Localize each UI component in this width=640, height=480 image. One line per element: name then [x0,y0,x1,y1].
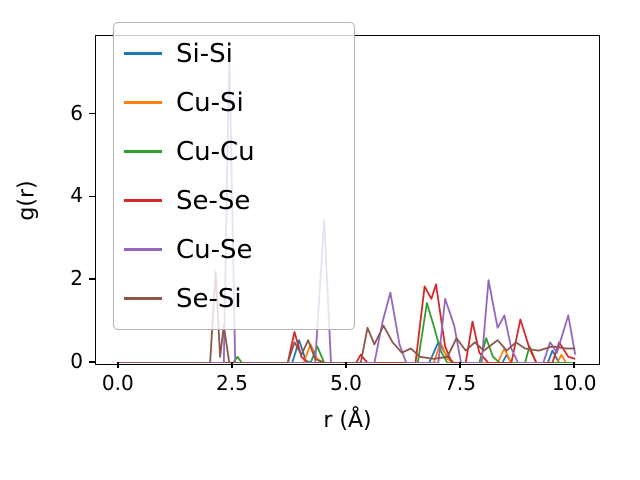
legend-label: Se-Si [176,283,242,314]
x-tick-label: 2.5 [216,371,248,395]
series-line-se-si [118,271,576,363]
series-line-cu-si [118,341,576,363]
x-tick [573,362,575,368]
x-tick-label: 7.5 [444,371,476,395]
legend-item-cu-si: Cu-Si [124,80,344,126]
legend-line-swatch [124,296,162,301]
legend-label: Cu-Si [176,87,244,118]
y-tick-label: 2 [70,266,83,291]
x-tick [117,362,119,368]
legend-label: Se-Se [176,185,251,216]
legend-item-se-se: Se-Se [124,178,344,224]
x-tick-label: 5.0 [330,371,362,395]
x-tick [231,362,233,368]
legend-item-se-si: Se-Si [124,276,344,322]
legend-line-swatch [124,247,162,252]
y-tick [89,112,95,115]
legend-item-cu-cu: Cu-Cu [124,129,344,175]
y-tick-label: 4 [70,183,83,208]
legend-item-si-si: Si-Si [124,31,344,77]
y-tick-label: 6 [70,100,83,125]
x-tick [459,362,461,368]
x-tick [345,362,347,368]
legend-line-swatch [124,100,162,105]
legend-label: Cu-Se [176,234,253,265]
legend-item-cu-se: Cu-Se [124,227,344,273]
y-tick [89,278,95,280]
y-tick [89,361,95,363]
x-tick-label: 0.0 [101,371,134,395]
legend-line-swatch [124,198,162,203]
x-axis-label: r (Å) [323,408,372,433]
y-tick [89,195,95,198]
legend-line-swatch [124,51,162,56]
legend: Si-Si Cu-Si Cu-Cu Se-Se Cu-Se Se-Si [113,22,355,330]
legend-line-swatch [124,149,162,154]
legend-label: Si-Si [176,38,233,69]
legend-label: Cu-Cu [176,136,255,167]
y-tick-label: 0 [70,349,83,373]
x-tick-label: 10.0 [551,371,597,395]
series-line-cu-cu [118,302,576,363]
